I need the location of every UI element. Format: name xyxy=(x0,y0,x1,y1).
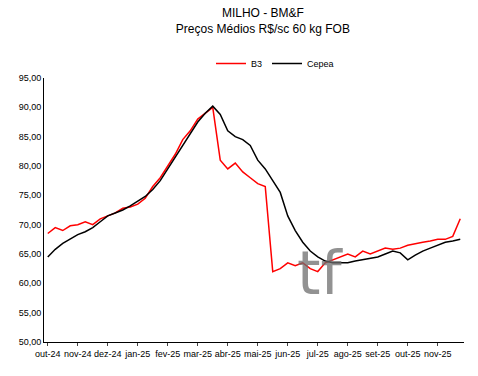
svg-text:dez-24: dez-24 xyxy=(94,349,122,359)
svg-text:90,00: 90,00 xyxy=(19,102,42,112)
svg-text:nov-24: nov-24 xyxy=(64,349,92,359)
svg-text:ago-25: ago-25 xyxy=(334,349,362,359)
svg-text:jan-25: jan-25 xyxy=(124,349,150,359)
svg-text:MILHO - BM&FPreços Médios R$/s: MILHO - BM&FPreços Médios R$/sc 60 kg FO… xyxy=(176,6,350,36)
svg-text:jun-25: jun-25 xyxy=(274,349,300,359)
svg-text:nov-25: nov-25 xyxy=(424,349,452,359)
svg-text:50,00: 50,00 xyxy=(19,337,42,347)
svg-text:fev-25: fev-25 xyxy=(155,349,180,359)
svg-text:tf: tf xyxy=(297,238,344,308)
svg-text:55,00: 55,00 xyxy=(19,308,42,318)
svg-text:Cepea: Cepea xyxy=(307,59,334,69)
svg-text:B3: B3 xyxy=(251,59,262,69)
svg-text:65,00: 65,00 xyxy=(19,249,42,259)
svg-text:out-25: out-25 xyxy=(395,349,421,359)
svg-text:70,00: 70,00 xyxy=(19,220,42,230)
svg-text:set-25: set-25 xyxy=(365,349,390,359)
svg-text:jul-25: jul-25 xyxy=(306,349,329,359)
svg-text:85,00: 85,00 xyxy=(19,132,42,142)
svg-text:80,00: 80,00 xyxy=(19,161,42,171)
svg-text:95,00: 95,00 xyxy=(19,73,42,83)
svg-text:out-24: out-24 xyxy=(35,349,61,359)
svg-text:abr-25: abr-25 xyxy=(215,349,241,359)
svg-text:mai-25: mai-25 xyxy=(244,349,272,359)
svg-text:75,00: 75,00 xyxy=(19,190,42,200)
svg-text:mar-25: mar-25 xyxy=(183,349,212,359)
svg-text:60,00: 60,00 xyxy=(19,278,42,288)
